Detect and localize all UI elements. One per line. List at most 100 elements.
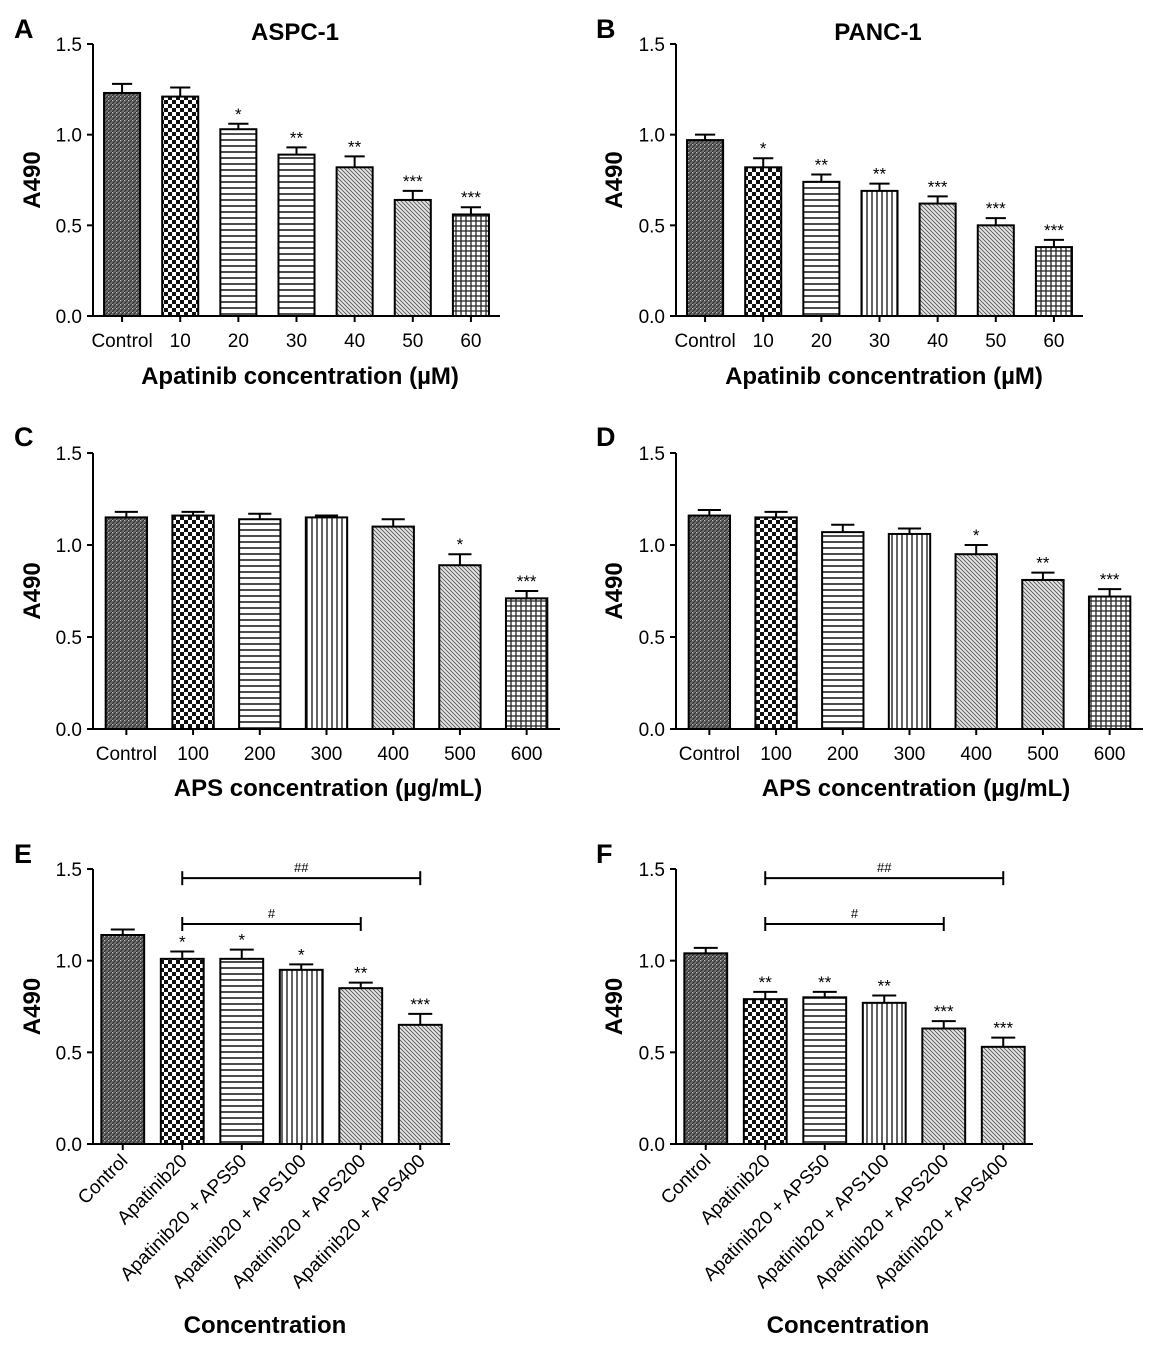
significance-marker: *** — [461, 188, 481, 207]
bar — [171, 514, 215, 730]
x-tick-label: Control — [657, 1151, 715, 1209]
comparison-marker: # — [851, 906, 859, 921]
bar — [980, 1045, 1026, 1146]
x-tick-label: 300 — [894, 744, 926, 765]
significance-marker: * — [238, 931, 245, 950]
x-axis-label: Concentration — [767, 1312, 930, 1339]
significance-marker: ** — [815, 156, 829, 175]
chart-panel-c: C 0.0 0.5 1.0 1.5 A490 Control 100 200 300 400 * 500… — [14, 422, 560, 802]
bar — [802, 996, 848, 1145]
chart-panel-e: E0.00.51.01.5A490Control*Apatinib20*Apat… — [14, 839, 450, 1339]
significance-marker: ** — [878, 977, 892, 996]
bar — [304, 516, 349, 731]
bar — [754, 516, 798, 731]
y-tick-label: 0.0 — [56, 720, 82, 741]
x-axis-label: Apatinib concentration (µM) — [725, 363, 1043, 390]
x-tick-label: 50 — [985, 331, 1006, 352]
bar — [100, 934, 146, 1145]
panel-letter: B — [596, 14, 616, 44]
bar — [954, 553, 998, 731]
y-axis-label: A490 — [601, 562, 628, 619]
bar — [451, 213, 490, 318]
x-tick-label: 200 — [827, 744, 859, 765]
bar — [742, 998, 788, 1146]
x-tick-label: 40 — [927, 331, 948, 352]
bar — [161, 95, 200, 317]
x-tick-label: 30 — [869, 331, 890, 352]
bar — [219, 128, 258, 317]
y-axis-label: A490 — [19, 978, 46, 1035]
y-tick-label: 0.0 — [56, 1135, 82, 1156]
significance-marker: *** — [517, 572, 537, 591]
y-tick-label: 1.5 — [639, 444, 665, 465]
significance-marker: ** — [759, 973, 773, 992]
bar — [918, 202, 957, 317]
bar — [393, 198, 432, 318]
bar — [887, 532, 932, 731]
chart-panel-d: D 0.0 0.5 1.0 1.5 A490 Control 100 200 300 * 400 ** 5… — [596, 422, 1143, 802]
significance-marker: *** — [410, 995, 430, 1014]
bar — [104, 516, 149, 731]
chart-panel-b: B PANC-1 0.0 0.5 1.0 1.5 A490 Control * 10 ** 20 ** 3… — [596, 14, 1083, 390]
significance-marker: *** — [1100, 570, 1120, 589]
significance-marker: ** — [873, 165, 887, 184]
x-tick-label: 200 — [244, 744, 276, 765]
bar — [278, 968, 324, 1145]
bar — [335, 166, 374, 317]
bar — [504, 597, 549, 730]
panel-letter: E — [14, 839, 32, 869]
bar — [686, 139, 725, 317]
x-tick-label: 20 — [811, 331, 832, 352]
y-tick-label: 0.5 — [639, 216, 665, 237]
x-tick-label: 100 — [177, 744, 209, 765]
y-tick-label: 1.0 — [56, 952, 82, 973]
x-tick-label: 500 — [1027, 744, 1059, 765]
bar — [1021, 578, 1065, 731]
significance-marker: * — [457, 535, 464, 554]
x-tick-label: 400 — [377, 744, 409, 765]
x-tick-label: 600 — [1094, 744, 1126, 765]
bar — [802, 180, 841, 317]
y-axis-label: A490 — [19, 151, 46, 208]
y-tick-label: 1.0 — [56, 126, 82, 147]
chart-panel-a: A ASPC-1 0.0 0.5 1.0 1.5 A490 Control 10 * 20 ** 30 *… — [14, 14, 500, 390]
x-tick-label: 600 — [511, 744, 543, 765]
x-tick-label: 10 — [753, 331, 774, 352]
x-tick-label: 500 — [444, 744, 476, 765]
x-axis-label: APS concentration (µg/mL) — [174, 775, 483, 802]
panel-letter: D — [596, 422, 616, 452]
comparison-marker: ## — [877, 860, 892, 875]
y-tick-label: 0.0 — [639, 1135, 665, 1156]
x-tick-label: 50 — [402, 331, 423, 352]
significance-marker: * — [973, 526, 980, 545]
significance-marker: *** — [934, 1002, 954, 1021]
significance-marker: ** — [818, 973, 832, 992]
y-tick-label: 1.5 — [56, 35, 82, 56]
bar — [1087, 595, 1132, 731]
bar — [821, 531, 865, 730]
bar — [860, 189, 899, 318]
y-tick-label: 1.0 — [639, 536, 665, 557]
x-tick-label: 60 — [1043, 331, 1064, 352]
x-tick-label: Control — [96, 744, 157, 765]
y-tick-label: 0.0 — [56, 307, 82, 328]
bar — [687, 514, 732, 730]
significance-marker: *** — [928, 177, 948, 196]
x-tick-label: 100 — [760, 744, 792, 765]
comparison-marker: # — [268, 906, 276, 921]
y-tick-label: 1.5 — [639, 35, 665, 56]
significance-marker: *** — [993, 1019, 1013, 1038]
x-tick-label: 300 — [311, 744, 343, 765]
chart-title: PANC-1 — [834, 19, 922, 46]
bar — [397, 1023, 443, 1146]
significance-marker: * — [179, 933, 186, 952]
significance-marker: * — [235, 105, 242, 124]
bar — [238, 518, 282, 730]
x-tick-label: 20 — [228, 331, 249, 352]
y-tick-label: 0.5 — [639, 1043, 665, 1064]
y-tick-label: 0.0 — [639, 307, 665, 328]
x-tick-label: 60 — [460, 331, 481, 352]
bar — [338, 987, 384, 1146]
y-axis-label: A490 — [19, 562, 46, 619]
bar — [744, 166, 783, 317]
